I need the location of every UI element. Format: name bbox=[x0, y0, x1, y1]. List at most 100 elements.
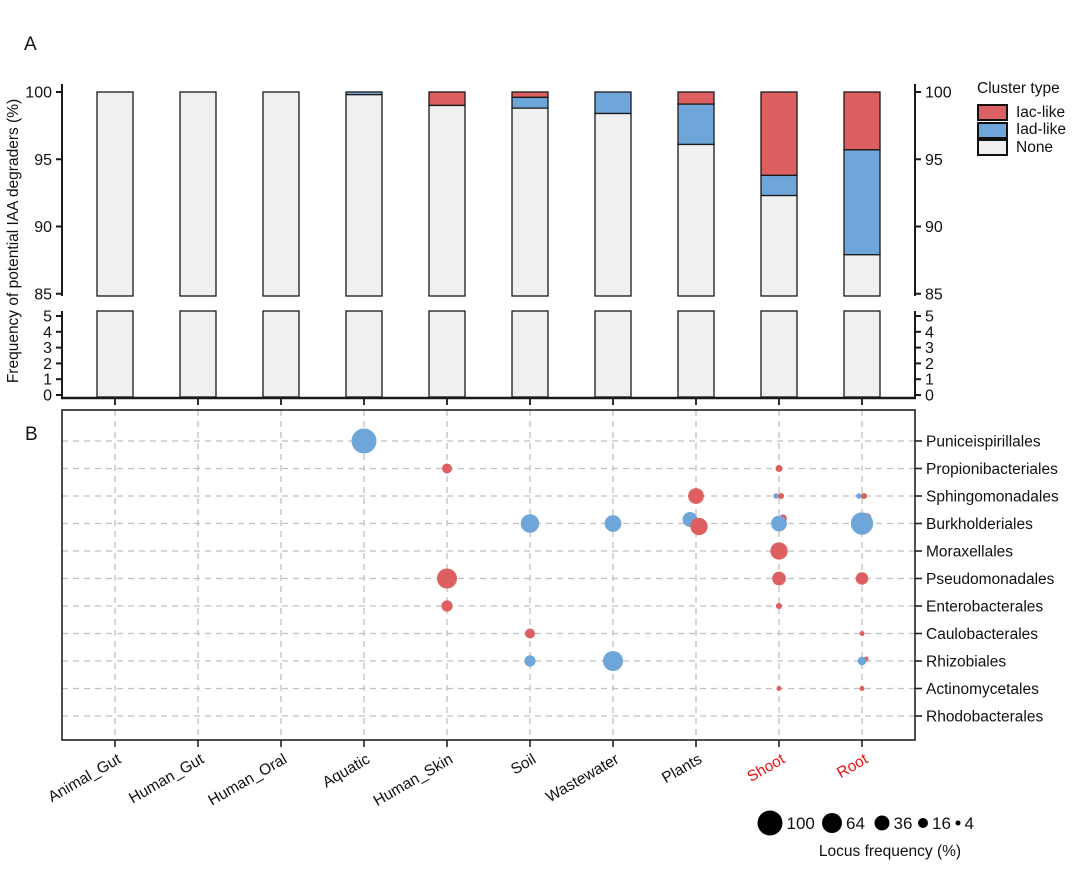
size-legend-circle bbox=[955, 820, 961, 826]
cluster-legend-items: Iac-like Iad-like None bbox=[977, 104, 1066, 157]
bubble bbox=[441, 600, 453, 612]
bubble bbox=[690, 517, 708, 536]
bar-segment-iad bbox=[677, 103, 715, 146]
bubble bbox=[860, 492, 868, 500]
bubble bbox=[520, 514, 540, 533]
bar-segment-none bbox=[511, 107, 549, 297]
bar-segment-none bbox=[345, 94, 383, 297]
bubble bbox=[775, 464, 783, 473]
y-tick-label: 5 bbox=[43, 309, 52, 326]
legend-item-none: None bbox=[977, 139, 1066, 157]
size-legend-circle bbox=[822, 813, 842, 833]
panel-a-label: A bbox=[24, 34, 37, 55]
size-legend-value: 36 bbox=[894, 814, 913, 833]
x-category-label: Human_Skin bbox=[371, 751, 456, 810]
y-tick-label: 1 bbox=[43, 372, 52, 389]
bubble bbox=[770, 542, 788, 560]
y-tick-label: 90 bbox=[925, 219, 943, 236]
bar-segment-none-lower bbox=[428, 310, 466, 398]
row-label: Propionibacteriales bbox=[926, 461, 1058, 478]
bar-segment-none bbox=[760, 194, 798, 297]
y-tick-label: 100 bbox=[925, 85, 952, 102]
size-legend-value: 4 bbox=[965, 814, 974, 833]
row-label: Caulobacterales bbox=[926, 626, 1038, 643]
bar-segment-none-lower bbox=[677, 310, 715, 398]
legend-swatch bbox=[977, 104, 1008, 122]
bar-segment-none bbox=[96, 91, 134, 297]
bubble bbox=[688, 488, 704, 504]
bubble bbox=[859, 686, 865, 691]
bar-segment-none bbox=[179, 91, 217, 297]
bubble bbox=[525, 628, 535, 639]
bar-segment-none-lower bbox=[179, 310, 217, 398]
cluster-type-legend: Cluster type Iac-like Iad-like None bbox=[977, 80, 1066, 157]
y-tick-label: 0 bbox=[925, 388, 934, 405]
x-category-label: Aquatic bbox=[320, 751, 373, 792]
size-legend-circle bbox=[874, 815, 890, 831]
bar-segment-none-lower bbox=[843, 310, 881, 398]
y-tick-label: 95 bbox=[925, 152, 943, 169]
size-legend-circle bbox=[918, 818, 928, 828]
y-tick-label: 90 bbox=[34, 219, 52, 236]
bubble bbox=[773, 493, 779, 499]
bar-segment-none-lower bbox=[511, 310, 549, 398]
bar-segment-iac bbox=[511, 91, 549, 99]
bar-segment-none-lower bbox=[760, 310, 798, 398]
y-tick-label: 3 bbox=[43, 340, 52, 357]
panel-b-border bbox=[61, 409, 916, 741]
bar-segment-iac bbox=[428, 91, 466, 107]
bubble bbox=[772, 571, 786, 586]
y-tick-label: 0 bbox=[43, 388, 52, 405]
bubble bbox=[850, 512, 874, 535]
bar-segment-iac bbox=[843, 91, 881, 151]
bubble bbox=[442, 463, 452, 474]
y-tick-label: 4 bbox=[925, 324, 934, 341]
cluster-legend-title: Cluster type bbox=[977, 80, 1060, 97]
legend-item-iad-like: Iad-like bbox=[977, 121, 1066, 140]
bar-segment-none bbox=[677, 143, 715, 297]
bar-segment-none bbox=[262, 91, 300, 297]
legend-label: Iac-like bbox=[1016, 103, 1066, 121]
bar-segment-iac bbox=[677, 91, 715, 105]
legend-swatch bbox=[977, 139, 1008, 157]
bubble bbox=[777, 492, 785, 500]
x-category-label: Root bbox=[834, 750, 871, 781]
bar-segment-none bbox=[594, 112, 632, 297]
bar-segment-iad bbox=[511, 96, 549, 109]
x-category-label: Wastewater bbox=[543, 751, 622, 806]
bar-segment-none-lower bbox=[262, 310, 300, 398]
bubble bbox=[524, 655, 536, 667]
y-axis-title: Frequency of potential IAA degraders (%) bbox=[5, 98, 22, 384]
row-label: Actinomycetales bbox=[926, 681, 1039, 698]
x-category-label: Shoot bbox=[744, 750, 788, 785]
bubble bbox=[776, 686, 782, 691]
bar-segment-none-lower bbox=[594, 310, 632, 398]
bubble bbox=[603, 651, 623, 671]
y-tick-label: 95 bbox=[34, 152, 52, 169]
bubble bbox=[857, 656, 867, 666]
legend-swatch bbox=[977, 121, 1008, 139]
y-tick-label: 2 bbox=[43, 356, 52, 373]
bubble bbox=[775, 602, 783, 610]
size-legend-value: 100 bbox=[787, 814, 815, 833]
legend-label: Iad-like bbox=[1016, 121, 1066, 139]
row-label: Moraxellales bbox=[926, 544, 1013, 561]
bubble bbox=[604, 515, 622, 532]
y-tick-label: 4 bbox=[43, 324, 52, 341]
bar-segment-none bbox=[843, 254, 881, 297]
bubble bbox=[437, 568, 457, 589]
bubble bbox=[855, 572, 869, 585]
bar-segment-iad bbox=[594, 91, 632, 115]
bar-segment-none-lower bbox=[345, 310, 383, 398]
y-tick-label: 100 bbox=[25, 85, 52, 102]
x-category-label: Plants bbox=[659, 751, 705, 787]
x-category-label: Human_Gut bbox=[126, 750, 207, 807]
legend-label: None bbox=[1016, 138, 1054, 156]
row-label: Rhodobacterales bbox=[926, 709, 1043, 726]
bar-segment-iad bbox=[843, 149, 881, 256]
y-tick-label: 2 bbox=[925, 356, 934, 373]
bar-segment-none-lower bbox=[96, 310, 134, 398]
x-category-label: Animal_Gut bbox=[45, 750, 124, 806]
bar-segment-none bbox=[428, 104, 466, 297]
